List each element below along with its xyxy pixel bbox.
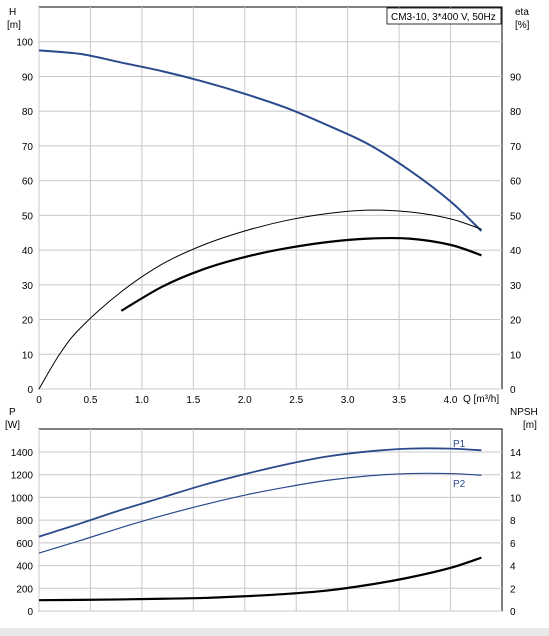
chart-title: CM3-10, 3*400 V, 50Hz bbox=[391, 12, 496, 23]
p-tick-label: 400 bbox=[16, 562, 33, 573]
npsh-tick-label: 0 bbox=[510, 607, 516, 618]
bottom-grid bbox=[38, 429, 502, 612]
y-tick-label-right: 0 bbox=[510, 385, 516, 396]
y-tick-label-left: 100 bbox=[16, 38, 33, 49]
y-axis-label-npsh-line2: [m] bbox=[523, 420, 537, 431]
top-curves bbox=[38, 49, 483, 390]
p1-curve bbox=[38, 447, 482, 538]
series-label-p2: P2 bbox=[453, 479, 466, 490]
chart-title-box bbox=[386, 7, 502, 25]
y-tick-label-right: 30 bbox=[510, 281, 522, 292]
y-tick-label-left: 70 bbox=[22, 142, 34, 153]
y-axis-label-h-line1: H bbox=[9, 7, 16, 18]
y-tick-label-left: 50 bbox=[22, 211, 34, 222]
efficiency-total-curve bbox=[38, 209, 482, 390]
y-tick-label-right: 40 bbox=[510, 246, 522, 257]
y-tick-label-left: 0 bbox=[27, 385, 33, 396]
y-axis-label-p-line1: P bbox=[9, 407, 16, 418]
bottom-scroll-strip bbox=[0, 628, 549, 636]
y-tick-label-right: 80 bbox=[510, 107, 522, 118]
npsh-tick-label: 8 bbox=[510, 516, 516, 527]
efficiency-pump-curve bbox=[120, 236, 482, 312]
x-tick-label: 3.0 bbox=[341, 395, 355, 406]
bottom-y-ticks-right: 0 2 4 6 8 10 12 14 bbox=[510, 448, 522, 618]
y-axis-label-p-line2: [W] bbox=[5, 420, 20, 431]
y-tick-label-right: 50 bbox=[510, 211, 522, 222]
npsh-tick-label: 14 bbox=[510, 448, 522, 459]
head-curve bbox=[38, 49, 483, 232]
npsh-tick-label: 10 bbox=[510, 493, 522, 504]
npsh-tick-label: 12 bbox=[510, 471, 522, 482]
top-y-ticks-left: 0 10 20 30 40 50 60 70 80 90 100 bbox=[16, 38, 33, 396]
npsh-tick-label: 6 bbox=[510, 539, 516, 550]
p-tick-label: 1400 bbox=[11, 448, 34, 459]
x-tick-label: 1.0 bbox=[135, 395, 149, 406]
p-tick-label: 800 bbox=[16, 516, 33, 527]
x-tick-label: 2.0 bbox=[238, 395, 252, 406]
npsh-tick-label: 2 bbox=[510, 584, 516, 595]
bottom-y-ticks-left: 0 200 400 600 800 1000 1200 1400 bbox=[11, 448, 34, 618]
p-tick-label: 1000 bbox=[11, 493, 34, 504]
y-tick-label-left: 20 bbox=[22, 316, 34, 327]
p-tick-label: 1200 bbox=[11, 471, 34, 482]
y-tick-label-right: 60 bbox=[510, 177, 522, 188]
npsh-curve bbox=[38, 556, 482, 602]
x-tick-label: 1.5 bbox=[186, 395, 200, 406]
p-tick-label: 0 bbox=[27, 607, 33, 618]
x-tick-label: 2.5 bbox=[289, 395, 303, 406]
p2-curve bbox=[38, 472, 482, 554]
y-tick-label-right: 20 bbox=[510, 316, 522, 327]
y-axis-label-h-line2: [m] bbox=[7, 20, 21, 31]
y-axis-label-eta-line2: [%] bbox=[515, 20, 530, 31]
y-tick-label-left: 40 bbox=[22, 246, 34, 257]
y-tick-label-right: 90 bbox=[510, 72, 522, 83]
top-y-ticks-right: 0 10 20 30 40 50 60 70 80 90 bbox=[510, 72, 522, 396]
top-grid bbox=[38, 7, 502, 390]
y-axis-label-npsh-line1: NPSH bbox=[510, 407, 538, 418]
p-tick-label: 600 bbox=[16, 539, 33, 550]
y-tick-label-left: 80 bbox=[22, 107, 34, 118]
x-axis-label: Q [m³/h] bbox=[463, 394, 499, 405]
y-tick-label-left: 90 bbox=[22, 72, 34, 83]
top-plot-frame bbox=[38, 6, 503, 390]
y-tick-label-left: 30 bbox=[22, 281, 34, 292]
y-tick-label-right: 10 bbox=[510, 350, 522, 361]
top-x-ticks: 0 0.5 1.0 1.5 2.0 2.5 3.0 3.5 4.0 bbox=[36, 395, 458, 406]
x-tick-label: 3.5 bbox=[392, 395, 406, 406]
series-label-p1: P1 bbox=[453, 439, 466, 450]
y-tick-label-left: 10 bbox=[22, 350, 34, 361]
head-efficiency-chart: 0 0.5 1.0 1.5 2.0 2.5 3.0 3.5 4.0 0 10 20 30 40 50 60 7… bbox=[7, 6, 530, 406]
y-tick-label-left: 60 bbox=[22, 177, 34, 188]
x-tick-label: 0.5 bbox=[83, 395, 97, 406]
bottom-curves bbox=[38, 447, 482, 602]
y-tick-label-right: 70 bbox=[510, 142, 522, 153]
npsh-tick-label: 4 bbox=[510, 562, 516, 573]
x-tick-label: 0 bbox=[36, 395, 42, 406]
x-tick-label: 4.0 bbox=[444, 395, 458, 406]
y-axis-label-eta-line1: eta bbox=[515, 7, 529, 18]
p-tick-label: 200 bbox=[16, 584, 33, 595]
